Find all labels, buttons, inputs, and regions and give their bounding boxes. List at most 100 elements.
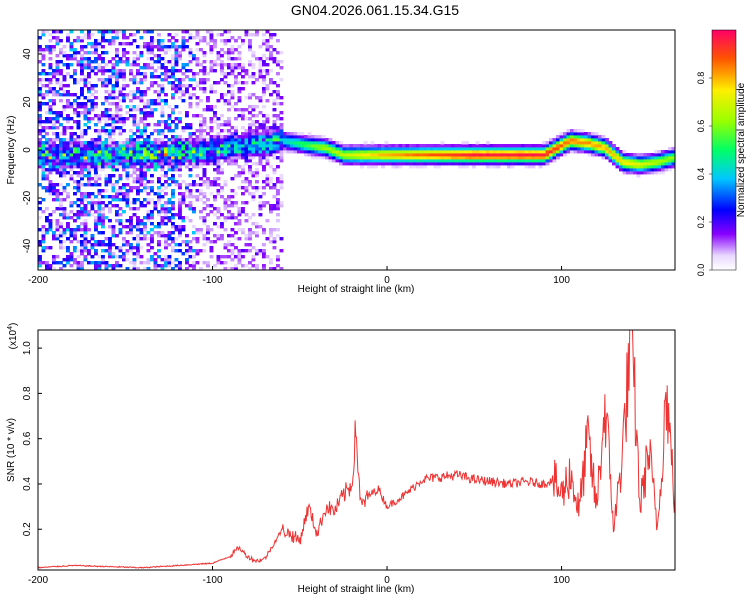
heatmap-cell [332,147,336,151]
heatmap-cell [94,39,98,43]
heatmap-cell [80,63,84,67]
heatmap-cell [241,264,245,268]
heatmap-cell [178,207,182,211]
heatmap-cell [514,153,518,157]
heatmap-cell [66,249,70,253]
heatmap-cell [213,180,217,184]
heatmap-cell [475,147,480,151]
heatmap-cell [101,36,105,40]
heatmap-cell [181,195,186,199]
heatmap-cell [62,90,67,94]
heatmap-cell [409,159,413,163]
heatmap-cell [108,210,112,214]
heatmap-cell [143,30,147,34]
heatmap-cell [66,228,70,232]
heatmap-cell [153,102,158,106]
heatmap-cell [101,60,105,64]
heatmap-cell [461,150,466,154]
heatmap-cell [97,69,102,73]
heatmap-cell [108,249,112,253]
heatmap-cell [433,159,438,163]
heatmap-cell [276,90,280,94]
heatmap-cell [626,171,630,175]
heatmap-cell [129,105,133,109]
heatmap-cell [111,75,116,79]
heatmap-cell [188,36,193,40]
heatmap-cell [496,165,501,169]
heatmap-cell [87,57,91,61]
heatmap-cell [608,150,613,154]
heatmap-cell [80,102,84,106]
heatmap-cell [66,225,70,229]
heatmap-cell [447,150,452,154]
heatmap-cell [164,210,168,214]
heatmap-cell [188,150,193,154]
heatmap-cell [279,204,284,208]
heatmap-cell [216,123,221,127]
heatmap-cell [531,165,536,169]
heatmap-cell [220,162,224,166]
heatmap-cell [129,141,133,145]
heatmap-cell [591,132,595,136]
heatmap-cell [73,99,77,103]
heatmap-cell [157,96,161,100]
heatmap-cell [447,147,452,151]
heatmap-cell [185,141,189,145]
heatmap-cell [178,192,182,196]
heatmap-cell [48,150,53,154]
heatmap-cell [157,150,161,154]
heatmap-cell [160,138,165,142]
heatmap-cell [115,213,119,217]
heatmap-cell [104,159,109,163]
heatmap-cell [62,153,67,157]
heatmap-cell [220,96,224,100]
heatmap-cell [608,147,613,151]
heatmap-cell [311,150,315,154]
heatmap-cell [587,135,592,139]
heatmap-cell [153,99,158,103]
heatmap-cell [304,153,308,157]
heatmap-cell [262,78,266,82]
heatmap-cell [209,147,214,151]
heatmap-cell [584,135,588,139]
heatmap-cell [83,156,88,160]
heatmap-cell [188,144,193,148]
heatmap-cell [125,105,130,109]
heatmap-cell [97,66,102,70]
heatmap-cell [241,249,245,253]
heatmap-cell [269,177,273,181]
heatmap-cell [108,132,112,136]
heatmap-cell [206,186,210,190]
heatmap-cell [45,90,49,94]
heatmap-cell [206,126,210,130]
heatmap-cell [125,51,130,55]
heatmap-cell [192,162,196,166]
heatmap-cell [601,141,606,145]
heatmap-cell [328,153,333,157]
heatmap-cell [640,162,644,166]
heatmap-cell [153,39,158,43]
heatmap-cell [423,156,427,160]
heatmap-cell [279,117,284,121]
heatmap-cell [132,147,137,151]
heatmap-cell [66,162,70,166]
heatmap-cell [416,147,420,151]
heatmap-cell [454,144,459,148]
heatmap-cell [465,147,469,151]
heatmap-cell [160,267,165,270]
heatmap-cell [80,174,84,178]
heatmap-cell [167,156,172,160]
heatmap-cell [125,162,130,166]
heatmap-cell [90,33,95,37]
heatmap-cell [251,141,256,145]
heatmap-cell [157,132,161,136]
heatmap-cell [192,225,196,229]
heatmap-cell [48,189,53,193]
heatmap-cell [80,57,84,61]
heatmap-cell [234,237,238,241]
heatmap-cell [38,117,42,121]
heatmap-cell [195,135,200,139]
heatmap-cell [241,150,245,154]
heatmap-cell [545,156,550,160]
heatmap-cell [104,189,109,193]
